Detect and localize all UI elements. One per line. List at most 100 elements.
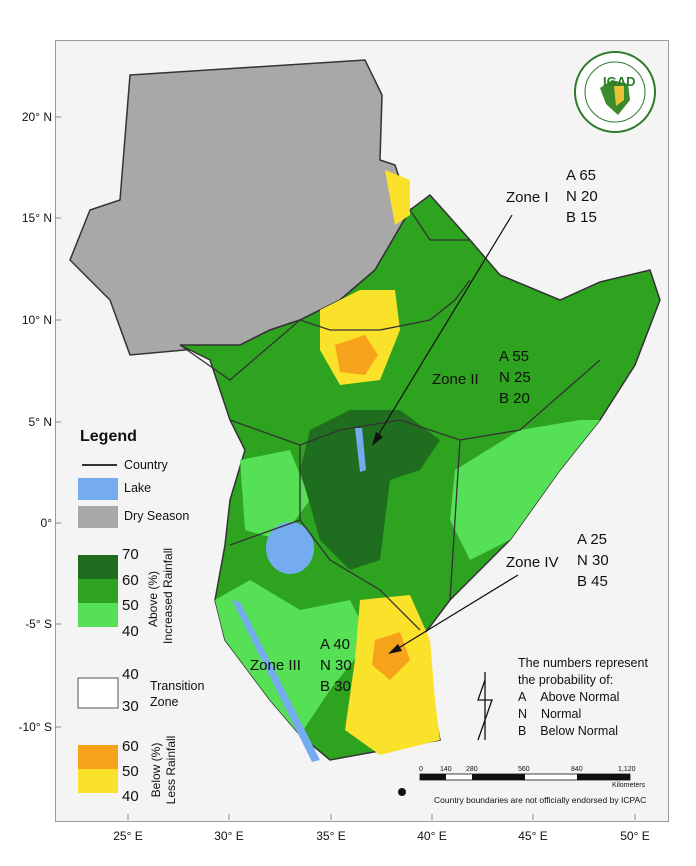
light-green-patch-west xyxy=(240,450,310,540)
legend-below-60 xyxy=(78,745,118,769)
orange-region-north xyxy=(335,335,378,375)
probability-note: The numbers represent the probability of… xyxy=(518,655,648,740)
lon-label-50e: 50° E xyxy=(620,829,650,843)
legend-lake-swatch xyxy=(78,478,118,500)
note-b-text: Below Normal xyxy=(540,724,619,738)
north-arrow xyxy=(477,672,493,741)
zone-i-arrow xyxy=(373,214,513,443)
lon-label-25e: 25° E xyxy=(113,829,143,843)
zone-iv-b: B 45 xyxy=(577,573,608,590)
lat-label-20n: 20° N xyxy=(21,110,52,124)
graticule-ticks xyxy=(55,116,636,820)
zone-iii-label: Zone III xyxy=(250,657,301,674)
zone-ii-label: Zone II xyxy=(432,371,479,388)
lat-label-15n: 15° N xyxy=(21,211,52,225)
scale-tick-560: 560 xyxy=(518,766,530,773)
legend-country-line xyxy=(82,464,117,466)
lat-label-5n: 5° N xyxy=(28,415,52,429)
lake-tanganyika xyxy=(232,600,320,762)
lake-turkana xyxy=(355,428,366,472)
zone-iii-probs: A 40 N 30 B 30 xyxy=(320,634,352,697)
legend-below-50 xyxy=(78,769,118,793)
zone-iii-b: B 30 xyxy=(320,678,351,695)
scale-unit: Kilometers xyxy=(612,782,646,789)
zone-i-b: B 15 xyxy=(566,209,597,226)
legend-below-50-value: 50 xyxy=(122,763,139,780)
legend-above-40-value: 40 xyxy=(122,623,139,640)
scale-tick-280: 280 xyxy=(466,766,478,773)
zone-ii-a: A 55 xyxy=(499,348,530,365)
legend-below-40-value: 40 xyxy=(122,788,139,805)
country-boundaries xyxy=(179,209,601,631)
igad-logo xyxy=(574,51,656,133)
note-b-key: B xyxy=(518,724,527,738)
legend-country-label: Country xyxy=(124,458,168,472)
scale-tick-140: 140 xyxy=(440,766,452,773)
note-a-row: A Above Normal xyxy=(518,689,648,706)
scale-tick-0: 0 xyxy=(419,766,423,773)
lon-label-45e: 45° E xyxy=(518,829,548,843)
legend-above-50-value: 50 xyxy=(122,597,139,614)
legend-above-60 xyxy=(78,579,118,603)
note-a-key: A xyxy=(518,690,527,704)
legend-below-caption: Below (%) Less Rainfall xyxy=(149,732,179,808)
zone-iv-n: N 30 xyxy=(577,552,609,569)
zone-i-arrowhead xyxy=(372,432,383,446)
legend-dry-label: Dry Season xyxy=(124,509,190,523)
lat-label-5s: -5° S xyxy=(25,617,52,631)
note-n-key: N xyxy=(518,707,528,721)
zone-ii-probs: A 55 N 25 B 20 xyxy=(499,346,531,409)
zone-i-label: Zone I xyxy=(506,189,549,206)
lake-victoria xyxy=(266,522,314,574)
legend-above-50 xyxy=(78,603,118,627)
zone-i-n: N 20 xyxy=(566,188,598,205)
legend-above-60-value: 60 xyxy=(122,572,139,589)
legend-above-caption-2: Increased Rainfall xyxy=(161,547,175,644)
note-b-row: B Below Normal xyxy=(518,723,648,740)
igad-logo-text: IGAD xyxy=(603,74,636,89)
lat-label-10n: 10° N xyxy=(21,313,52,327)
legend-transition-40-value: 40 xyxy=(122,666,139,683)
legend-title: Legend xyxy=(80,428,137,445)
legend-transition-label-1: Transition xyxy=(150,679,205,693)
legend-transition-label-2: Zone xyxy=(150,695,179,709)
compass-rose-icon xyxy=(398,788,406,796)
legend-below-60-value: 60 xyxy=(122,738,139,755)
lon-label-35e: 35° E xyxy=(316,829,346,843)
zone-iv-probs: A 25 N 30 B 45 xyxy=(577,529,609,592)
legend-transition xyxy=(77,677,119,709)
legend-dry-swatch xyxy=(78,506,118,528)
note-n-row: N Normal xyxy=(518,706,648,723)
zone-i-probs: A 65 N 20 B 15 xyxy=(566,165,598,228)
legend-below-caption-1: Below (%) xyxy=(149,742,163,798)
orange-region-south xyxy=(372,632,410,680)
dark-green-core xyxy=(300,410,440,570)
legend-above-70 xyxy=(78,555,118,579)
light-green-patch xyxy=(215,580,370,735)
zone-iv-a: A 25 xyxy=(577,531,608,548)
zone-i-a: A 65 xyxy=(566,167,597,184)
scale-tick-840: 840 xyxy=(571,766,583,773)
note-line-1: The numbers represent xyxy=(518,656,648,670)
lon-label-40e: 40° E xyxy=(417,829,447,843)
disclaimer: Country boundaries are not officially en… xyxy=(434,795,647,805)
legend-above-70-value: 70 xyxy=(122,546,139,563)
legend-below-caption-2: Less Rainfall xyxy=(164,735,178,805)
legend-above-caption-1: Above (%) xyxy=(146,570,160,628)
yellow-region-sudan xyxy=(385,170,410,225)
note-line-2: the probability of: xyxy=(518,673,614,687)
zone-iv-label: Zone IV xyxy=(506,554,559,571)
zone-ii-n: N 25 xyxy=(499,369,531,386)
zone-iv-arrowhead xyxy=(388,644,402,654)
lon-label-30e: 30° E xyxy=(214,829,244,843)
zone-iii-n: N 30 xyxy=(320,657,352,674)
legend-lake-label: Lake xyxy=(124,481,152,495)
note-n-text: Normal xyxy=(540,707,582,721)
lat-label-10s: -10° S xyxy=(18,720,52,734)
scale-bar xyxy=(419,773,631,781)
scale-tick-1120: 1,120 xyxy=(618,766,636,773)
legend-above-caption: Above (%) Increased Rainfall xyxy=(146,547,176,644)
zone-ii-b: B 20 xyxy=(499,390,530,407)
zone-iii-a: A 40 xyxy=(320,636,351,653)
